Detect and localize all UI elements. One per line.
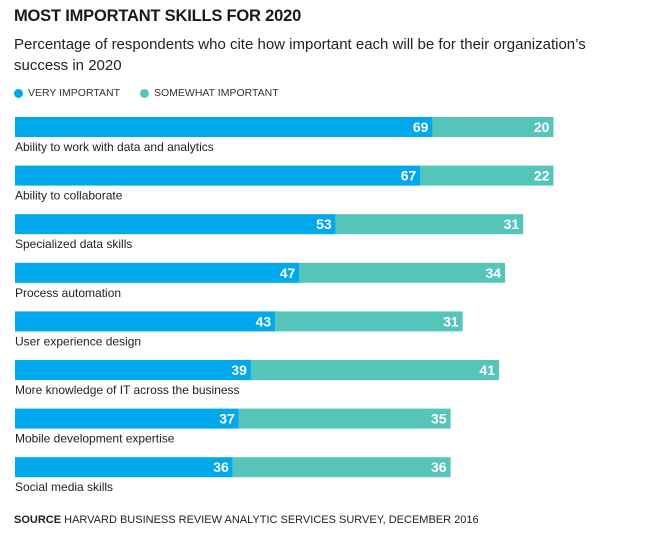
data-label: 36 [431,459,447,475]
bar-very-important [15,262,300,283]
data-label: 47 [280,265,296,281]
category-label: Ability to work with data and analytics [15,140,214,154]
legend: VERY IMPORTANT SOMEWHAT IMPORTANT [14,87,299,99]
bar-very-important [15,360,251,380]
category-label: More knowledge of IT across the business [15,383,240,397]
bar-somewhat-important [299,262,506,283]
category-label: Ability to collaborate [15,189,123,203]
category-label: User experience design [15,334,141,348]
data-label: 67 [401,168,417,184]
legend-item-somewhat-important: SOMEWHAT IMPORTANT [140,87,279,99]
legend-dot-very-important-icon [14,88,23,98]
category-label: Process automation [15,286,121,300]
source-label: SOURCE [14,514,62,526]
legend-label-somewhat-important: SOMEWHAT IMPORTANT [154,87,279,99]
data-label: 31 [443,313,459,329]
chart-subtitle: Percentage of respondents who cite how i… [14,36,586,74]
data-label: 31 [504,216,520,232]
data-label: 69 [413,119,429,135]
bar-somewhat-important [432,117,554,137]
data-label: 35 [431,411,447,427]
bar-very-important [15,165,421,186]
data-label: 43 [256,313,272,329]
chart-title: MOST IMPORTANT SKILLS FOR 2020 [14,7,302,25]
bar-very-important [15,214,336,235]
legend-dot-somewhat-important-icon [140,88,149,98]
data-label: 22 [534,168,550,184]
bar-very-important [15,117,433,137]
data-label: 53 [316,216,332,232]
data-label: 37 [219,411,235,427]
bar-very-important [15,457,233,478]
data-label: 39 [231,362,247,378]
legend-item-very-important: VERY IMPORTANT [14,87,120,99]
legend-label-very-important: VERY IMPORTANT [28,87,120,99]
bar-somewhat-important [420,165,554,186]
category-label: Social media skills [15,480,113,494]
bar-somewhat-important [250,360,499,380]
bar-very-important [15,311,276,332]
data-label: 41 [479,362,495,378]
data-label: 36 [213,459,229,475]
category-label: Specialized data skills [15,237,132,251]
source-note: SOURCE HARVARD BUSINESS REVIEW ANALYTIC … [14,514,479,526]
bar-somewhat-important [238,408,451,429]
bar-somewhat-important [335,214,524,235]
bar-very-important [15,408,239,429]
bar-somewhat-important [232,457,451,478]
bar-somewhat-important [275,311,463,332]
data-label: 34 [485,265,501,281]
data-label: 20 [534,119,550,135]
source-text: HARVARD BUSINESS REVIEW ANALYTIC SERVICE… [64,514,479,526]
category-label: Mobile development expertise [15,432,175,446]
